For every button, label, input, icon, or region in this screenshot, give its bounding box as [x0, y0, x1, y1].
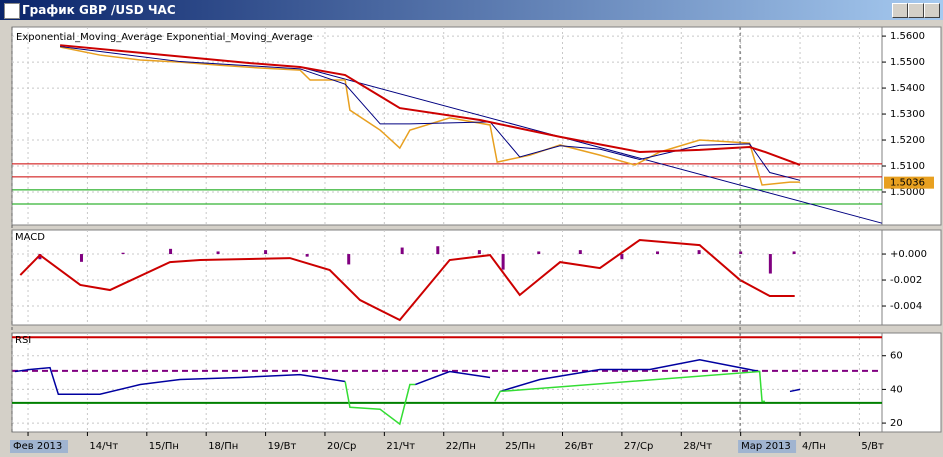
series-line [60, 44, 801, 166]
x-tick-label: 25/Пн [505, 441, 535, 452]
panel [11, 229, 883, 326]
price-axis [881, 26, 942, 226]
chart: 1.5600 1.5500 1.5400 1.5300 1.5200 1.5100 1.50… [10, 26, 942, 453]
series-line [60, 45, 801, 181]
x-tick-label: 15/Пн [149, 441, 179, 452]
month-label: Фев 2013 [13, 441, 62, 452]
legend-entry: Exponential_Moving_Average [16, 32, 162, 43]
maximize-button[interactable] [908, 3, 924, 18]
y-tick-label: 1.5400 [890, 83, 925, 94]
x-tick-label: 26/Вт [565, 441, 594, 452]
y-tick-label: 1.5500 [890, 57, 925, 68]
window-icon [4, 3, 20, 19]
x-tick-label: 28/Чт [683, 441, 712, 452]
window-title: График GBP /USD ЧАС [22, 3, 176, 17]
y-tick-label: 60 [890, 351, 903, 362]
x-tick-label: 14/Чт [89, 441, 118, 452]
y-tick-label: 1.5600 [890, 31, 925, 42]
x-tick-label: 5/Вт [861, 441, 884, 452]
y-tick-label: -0.004 [890, 301, 922, 312]
panel [11, 332, 883, 433]
x-tick-label: 20/Ср [327, 441, 356, 452]
trend-line [299, 66, 883, 224]
series-line [19, 238, 795, 322]
y-tick-label: 1.5100 [890, 161, 925, 172]
x-tick-label: 19/Вт [268, 441, 297, 452]
last-value-box [884, 176, 934, 189]
last-value-label: 1.5036 [890, 178, 925, 189]
y-tick-label: 1.5000 [890, 187, 925, 198]
panel-title: RSI [15, 335, 31, 346]
x-tick-label: 27/Ср [624, 441, 653, 452]
y-tick-label: 1.5300 [890, 109, 925, 120]
x-tick-label: 4/Пн [802, 441, 826, 452]
y-tick-label: +0.000 [890, 249, 927, 260]
x-tick-label: 18/Пн [208, 441, 238, 452]
month-box [10, 440, 68, 453]
price-axis [881, 332, 942, 433]
panel-title: MACD [15, 232, 45, 243]
month-box [738, 440, 797, 453]
month-label: Мар 2013 [741, 441, 791, 452]
title-bar: График GBP /USD ЧАС [0, 0, 943, 20]
y-tick-label: 20 [890, 418, 903, 429]
close-button[interactable] [924, 3, 940, 18]
minimize-button[interactable] [892, 3, 908, 18]
series-line [59, 46, 801, 186]
series-line [344, 370, 766, 426]
x-tick-label: 21/Чт [386, 441, 415, 452]
y-tick-label: 40 [890, 384, 903, 395]
y-tick-label: -0.002 [890, 275, 922, 286]
price-axis [881, 229, 942, 326]
series-line [14, 359, 801, 396]
legend-entry: Exponential_Moving_Average [166, 32, 312, 43]
y-tick-label: 1.5200 [890, 135, 925, 146]
x-tick-label: 22/Пн [446, 441, 476, 452]
